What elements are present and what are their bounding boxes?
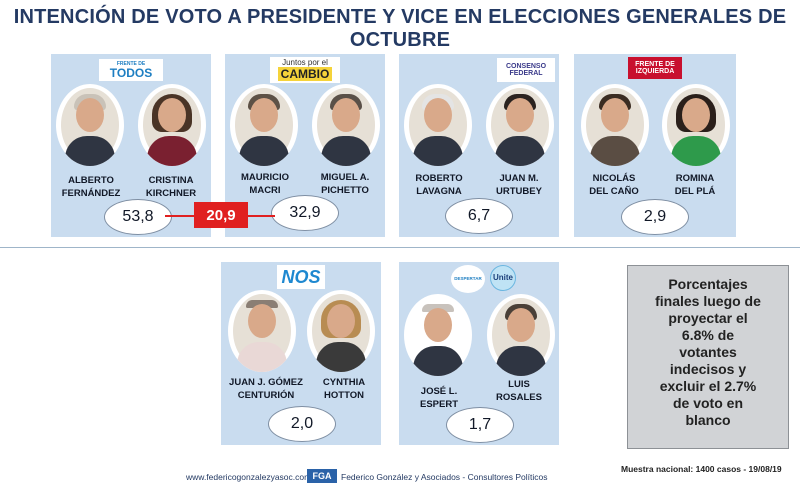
candidate-name-urtubey: JUAN M. URTUBEY bbox=[496, 173, 542, 197]
logo-main-text: DESPERTAR bbox=[454, 275, 482, 281]
logo-main-text: CAMBIO bbox=[277, 67, 333, 81]
logo-despertar: DESPERTAR bbox=[451, 265, 485, 293]
candidate-photo-espert bbox=[404, 294, 472, 376]
candidate-name-fernandez: ALBERTO FERNÁNDEZ bbox=[61, 175, 121, 199]
candidate-photo-hotton bbox=[307, 290, 375, 372]
logo-second-text: Unite bbox=[493, 273, 513, 282]
logo-main-text: NOS bbox=[281, 267, 321, 287]
logo-top-text: FRENTE DE bbox=[116, 60, 146, 67]
candidate-photo-macri bbox=[230, 84, 298, 166]
candidate-name-hotton: CYNTHIA HOTTON bbox=[322, 377, 366, 401]
candidate-name-macri: MAURICIO MACRI bbox=[240, 172, 290, 196]
candidate-name-gomez-centurion: JUAN J. GÓMEZ CENTURIÓN bbox=[229, 377, 303, 401]
vote-value-consenso-federal: 6,7 bbox=[445, 198, 513, 234]
candidate-photo-gomez-centurion bbox=[228, 290, 296, 372]
footer-logo: FGA bbox=[307, 469, 337, 483]
logo-juntos-por-el-cambio: Juntos por el CAMBIO bbox=[270, 57, 340, 83]
page-title: INTENCIÓN DE VOTO A PRESIDENTE Y VICE EN… bbox=[13, 6, 787, 51]
candidate-name-kirchner: CRISTINA KIRCHNER bbox=[145, 175, 197, 199]
methodology-note: Porcentajes finales luego de proyectar e… bbox=[627, 265, 789, 449]
candidate-photo-pichetto bbox=[312, 84, 380, 166]
candidate-name-del-cano: NICOLÁS DEL CAÑO bbox=[589, 173, 639, 197]
card-despertar: DESPERTAR Unite JOSÉ L. ESPERT LUIS ROSALE… bbox=[399, 262, 559, 445]
logo-main-text: IZQUIERDA bbox=[635, 68, 675, 75]
card-consenso-federal: CONSENSO FEDERAL ROBERTO LAVAGNA JUAN M. U… bbox=[399, 54, 559, 237]
candidate-name-pichetto: MIGUEL A. PICHETTO bbox=[320, 172, 370, 196]
candidate-photo-fernandez bbox=[56, 84, 124, 166]
logo-main-text: FEDERAL bbox=[509, 70, 543, 77]
logo-frente-de-izquierda: FRENTE DE IZQUIERDA bbox=[628, 57, 682, 79]
candidate-name-espert: JOSÉ L. ESPERT bbox=[419, 386, 458, 410]
difference-badge: 20,9 bbox=[194, 202, 248, 228]
vote-value-frente-de-todos: 53,8 bbox=[104, 199, 172, 235]
card-frente-de-izquierda: FRENTE DE IZQUIERDA NICOLÁS DEL CAÑO ROMI… bbox=[574, 54, 736, 237]
candidate-photo-del-cano bbox=[581, 84, 649, 166]
logo-consenso-federal: CONSENSO FEDERAL bbox=[497, 58, 555, 82]
logo-unite: Unite bbox=[490, 265, 516, 291]
logo-nos: NOS bbox=[277, 265, 325, 289]
candidate-name-del-pla: ROMINA DEL PLÁ bbox=[674, 173, 716, 197]
candidate-name-lavagna: ROBERTO LAVAGNA bbox=[415, 173, 463, 197]
candidate-name-rosales: LUIS ROSALES bbox=[496, 379, 542, 403]
vote-value-frente-de-izquierda: 2,9 bbox=[621, 199, 689, 235]
vote-value-juntos-por-el-cambio: 32,9 bbox=[271, 195, 339, 231]
candidate-photo-kirchner bbox=[138, 84, 206, 166]
logo-frente-de-todos: FRENTE DE TODOS bbox=[99, 59, 163, 81]
logo-main-text: TODOS bbox=[109, 65, 153, 80]
footer-organization: Federico González y Asociados - Consulto… bbox=[341, 472, 548, 482]
logo-top-text: CONSENSO bbox=[505, 63, 547, 70]
section-divider bbox=[0, 247, 800, 248]
footer-sample-info: Muestra nacional: 1400 casos - 19/08/19 bbox=[621, 464, 782, 474]
candidate-photo-urtubey bbox=[486, 84, 554, 166]
logo-top-text: FRENTE DE bbox=[635, 61, 675, 68]
candidate-photo-lavagna bbox=[404, 84, 472, 166]
vote-value-nos: 2,0 bbox=[268, 406, 336, 442]
footer-website-link[interactable]: www.federicogonzalezyasoc.com bbox=[186, 472, 312, 482]
card-frente-de-todos: FRENTE DE TODOS ALBERTO FERNÁNDEZ CRISTIN… bbox=[51, 54, 211, 237]
vote-value-despertar: 1,7 bbox=[446, 407, 514, 443]
candidate-photo-rosales bbox=[487, 294, 555, 376]
card-juntos-por-el-cambio: Juntos por el CAMBIO MAURICIO MACRI MIGUE… bbox=[225, 54, 385, 237]
candidate-photo-del-pla bbox=[662, 84, 730, 166]
card-nos: NOS JUAN J. GÓMEZ CENTURIÓN CYNTHIA HOTTON… bbox=[221, 262, 381, 445]
logo-top-text: Juntos por el bbox=[282, 58, 328, 67]
